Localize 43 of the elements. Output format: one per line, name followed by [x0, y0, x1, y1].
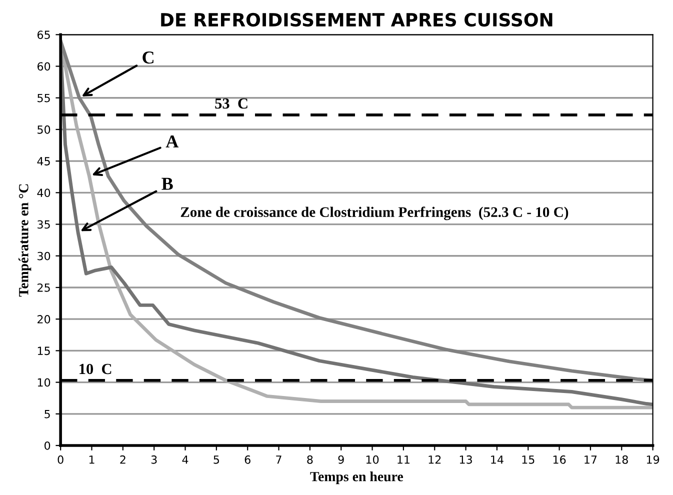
y-tick-label: 50	[38, 125, 50, 134]
y-tick-label: 30	[38, 252, 50, 260]
y-tick-label: 25	[38, 283, 50, 292]
ref-line-label: 53 C	[215, 98, 248, 109]
x-tick-label: 7	[276, 456, 282, 464]
x-tick-label: 9	[338, 455, 344, 464]
x-tick-label: 19	[646, 455, 660, 464]
y-tick-label: 45	[37, 157, 50, 166]
x-tick-label: 16	[553, 455, 566, 464]
y-tick-label: 40	[37, 188, 50, 198]
y-axis-title: Température en °C	[18, 184, 32, 297]
x-tick-label: 6	[244, 455, 250, 464]
annotation: A	[166, 135, 179, 148]
x-tick-label: 5	[214, 456, 219, 464]
x-tick-label: 0	[58, 455, 64, 464]
x-tick-label: 13	[460, 455, 472, 464]
x-tick-label: 15	[522, 456, 534, 464]
x-tick-label: 4	[182, 456, 188, 464]
y-tick-label: 60	[37, 62, 50, 71]
chart-title: DE REFROIDISSEMENT APRES CUISSON	[161, 12, 552, 27]
ref-line-label: 10 C	[80, 364, 112, 374]
y-tick-label: 55	[38, 94, 50, 102]
x-tick-label: 18	[616, 455, 628, 464]
y-tick-label: 10	[38, 378, 50, 387]
y-tick-label: 5	[44, 410, 50, 418]
annotation: B	[162, 178, 173, 190]
annotation: C	[142, 52, 154, 64]
x-tick-label: 1	[89, 456, 94, 464]
x-tick-label: 17	[584, 456, 597, 464]
x-axis-title: Temps en heure	[310, 472, 404, 484]
x-tick-label: 8	[307, 455, 313, 464]
annotation: Zone de croissance de Clostridium Perfringens (52.3 C - 10 C)	[180, 206, 568, 220]
y-tick-label: 15	[38, 346, 50, 356]
y-tick-label: 0	[44, 441, 50, 450]
x-tick-label: 3	[151, 455, 157, 464]
x-tick-label: 11	[398, 456, 410, 464]
x-tick-label: 12	[428, 455, 441, 464]
x-tick-label: 2	[120, 455, 126, 464]
y-tick-label: 35	[38, 220, 50, 229]
y-tick-label: 65	[37, 30, 50, 40]
x-tick-label: 14	[491, 456, 504, 464]
y-tick-label: 20	[38, 315, 50, 324]
x-tick-label: 10	[366, 455, 379, 464]
